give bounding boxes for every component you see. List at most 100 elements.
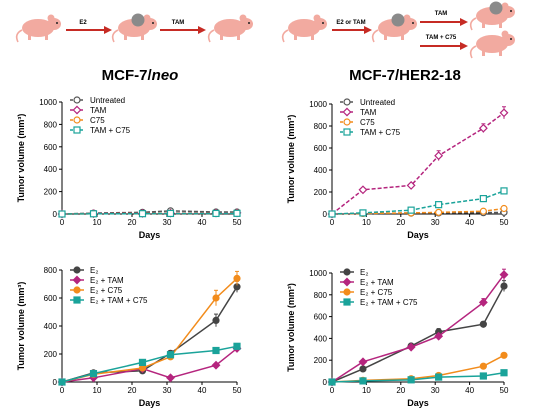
heading-left: MCF-7/neo bbox=[102, 67, 179, 84]
mouse-icon bbox=[207, 14, 253, 43]
scheme-right-step2-label: TAM bbox=[435, 11, 448, 17]
data-point bbox=[407, 206, 415, 214]
y-tick-label: 800 bbox=[44, 266, 58, 275]
data-point bbox=[479, 372, 487, 380]
y-axis-title: Tumor volume (mm³) bbox=[16, 282, 26, 371]
data-point bbox=[479, 320, 487, 328]
legend-marker bbox=[343, 118, 351, 126]
x-tick-label: 0 bbox=[330, 386, 335, 395]
legend-label: E₂ bbox=[360, 268, 368, 277]
scheme-left: E2 TAM bbox=[15, 13, 253, 43]
data-point bbox=[435, 201, 443, 209]
arrow-head-icon bbox=[104, 26, 112, 34]
legend-marker bbox=[72, 275, 82, 285]
data-point bbox=[359, 377, 367, 385]
x-axis-title: Days bbox=[139, 398, 161, 408]
y-tick-label: 0 bbox=[53, 210, 58, 219]
chart-panel-top-right: 0 10 20 30 40 50 0 200 400 600 800 1000 Days Tumor vo… bbox=[286, 98, 509, 240]
y-tick-label: 400 bbox=[314, 166, 328, 175]
y-tick-label: 600 bbox=[314, 144, 328, 153]
y-tick-label: 200 bbox=[314, 188, 328, 197]
y-tick-label: 400 bbox=[44, 322, 58, 331]
data-point bbox=[212, 209, 220, 218]
heading-right-prefix: MCF-7/HER2-18 bbox=[349, 67, 461, 84]
data-point bbox=[212, 316, 220, 324]
data-point bbox=[500, 369, 508, 377]
data-point bbox=[58, 378, 66, 386]
series-line bbox=[331, 354, 505, 383]
series-2 bbox=[58, 270, 241, 386]
x-tick-label: 40 bbox=[465, 386, 474, 395]
series-3 bbox=[328, 369, 508, 386]
mouse-icon bbox=[281, 14, 327, 43]
x-tick-label: 50 bbox=[233, 218, 242, 227]
y-tick-label: 1000 bbox=[309, 100, 327, 109]
data-point bbox=[89, 210, 98, 218]
data-point bbox=[479, 362, 487, 370]
data-point bbox=[434, 151, 444, 161]
data-point bbox=[406, 342, 416, 352]
mouse-tumor-icon bbox=[371, 13, 417, 43]
y-tick-label: 200 bbox=[44, 350, 58, 359]
legend-marker bbox=[342, 107, 352, 117]
x-tick-label: 0 bbox=[60, 218, 65, 227]
legend-label: Untreated bbox=[90, 96, 125, 105]
data-point bbox=[499, 270, 509, 280]
mouse-icon bbox=[15, 14, 61, 43]
data-point bbox=[233, 209, 241, 217]
x-axis-title: Days bbox=[407, 230, 429, 240]
legend-label: E₂ + TAM + C75 bbox=[90, 296, 148, 305]
data-point bbox=[434, 331, 444, 341]
legend-label: C75 bbox=[360, 118, 375, 127]
x-tick-label: 20 bbox=[128, 386, 137, 395]
y-tick-label: 600 bbox=[44, 294, 58, 303]
x-tick-label: 50 bbox=[233, 386, 242, 395]
y-tick-label: 800 bbox=[314, 291, 328, 300]
x-tick-label: 30 bbox=[431, 218, 440, 227]
series-3 bbox=[328, 187, 508, 218]
data-point bbox=[500, 282, 508, 290]
legend-marker bbox=[343, 288, 351, 296]
x-tick-label: 40 bbox=[198, 386, 207, 395]
y-tick-label: 400 bbox=[314, 334, 328, 343]
data-point bbox=[212, 346, 220, 355]
chart-panel-top-left: 0 10 20 30 40 50 0 200 400 600 800 1000 Days Tumor vo… bbox=[16, 96, 242, 240]
data-point bbox=[166, 351, 175, 359]
data-point bbox=[359, 209, 367, 217]
heading-right: MCF-7/HER2-18 bbox=[349, 67, 461, 84]
data-point bbox=[478, 297, 488, 307]
x-tick-label: 40 bbox=[465, 218, 474, 227]
scheme-right-step1-label: E2 or TAM bbox=[336, 20, 365, 26]
chart-panel-bottom-left: 0 10 20 30 40 50 0 200 400 600 800 Days Tumor volume… bbox=[16, 266, 242, 408]
legend-label: C75 bbox=[90, 116, 105, 125]
y-tick-label: 1000 bbox=[309, 269, 327, 278]
series-3 bbox=[58, 342, 241, 386]
x-tick-label: 30 bbox=[431, 386, 440, 395]
x-tick-label: 50 bbox=[500, 218, 509, 227]
scheme-left-step2-label: TAM bbox=[172, 20, 185, 26]
mouse-tumor-icon bbox=[469, 1, 515, 31]
data-point bbox=[358, 357, 368, 367]
legend-label: E₂ + TAM bbox=[360, 278, 394, 287]
chart-panel-bottom-right: 0 10 20 30 40 50 0 200 400 600 800 1000 Days Tumor vo… bbox=[286, 268, 509, 408]
x-tick-label: 30 bbox=[163, 386, 172, 395]
legend-marker bbox=[72, 105, 82, 115]
data-point bbox=[58, 210, 66, 218]
legend-label: E₂ + C75 bbox=[90, 286, 123, 295]
x-tick-label: 40 bbox=[198, 218, 207, 227]
series-0 bbox=[328, 280, 508, 386]
legend-marker bbox=[342, 277, 352, 287]
y-axis-title: Tumor volume (mm³) bbox=[286, 283, 296, 372]
data-point bbox=[233, 274, 241, 282]
data-point bbox=[138, 358, 147, 366]
x-tick-label: 0 bbox=[60, 386, 65, 395]
scheme-left-step1-label: E2 bbox=[79, 20, 87, 26]
data-point bbox=[479, 195, 487, 203]
series-2 bbox=[328, 204, 508, 218]
scheme-right: E2 or TAM TAM TAM + C75 bbox=[281, 1, 515, 59]
series-line bbox=[61, 286, 238, 383]
y-tick-label: 600 bbox=[314, 313, 328, 322]
arrow-head-icon bbox=[198, 26, 206, 34]
